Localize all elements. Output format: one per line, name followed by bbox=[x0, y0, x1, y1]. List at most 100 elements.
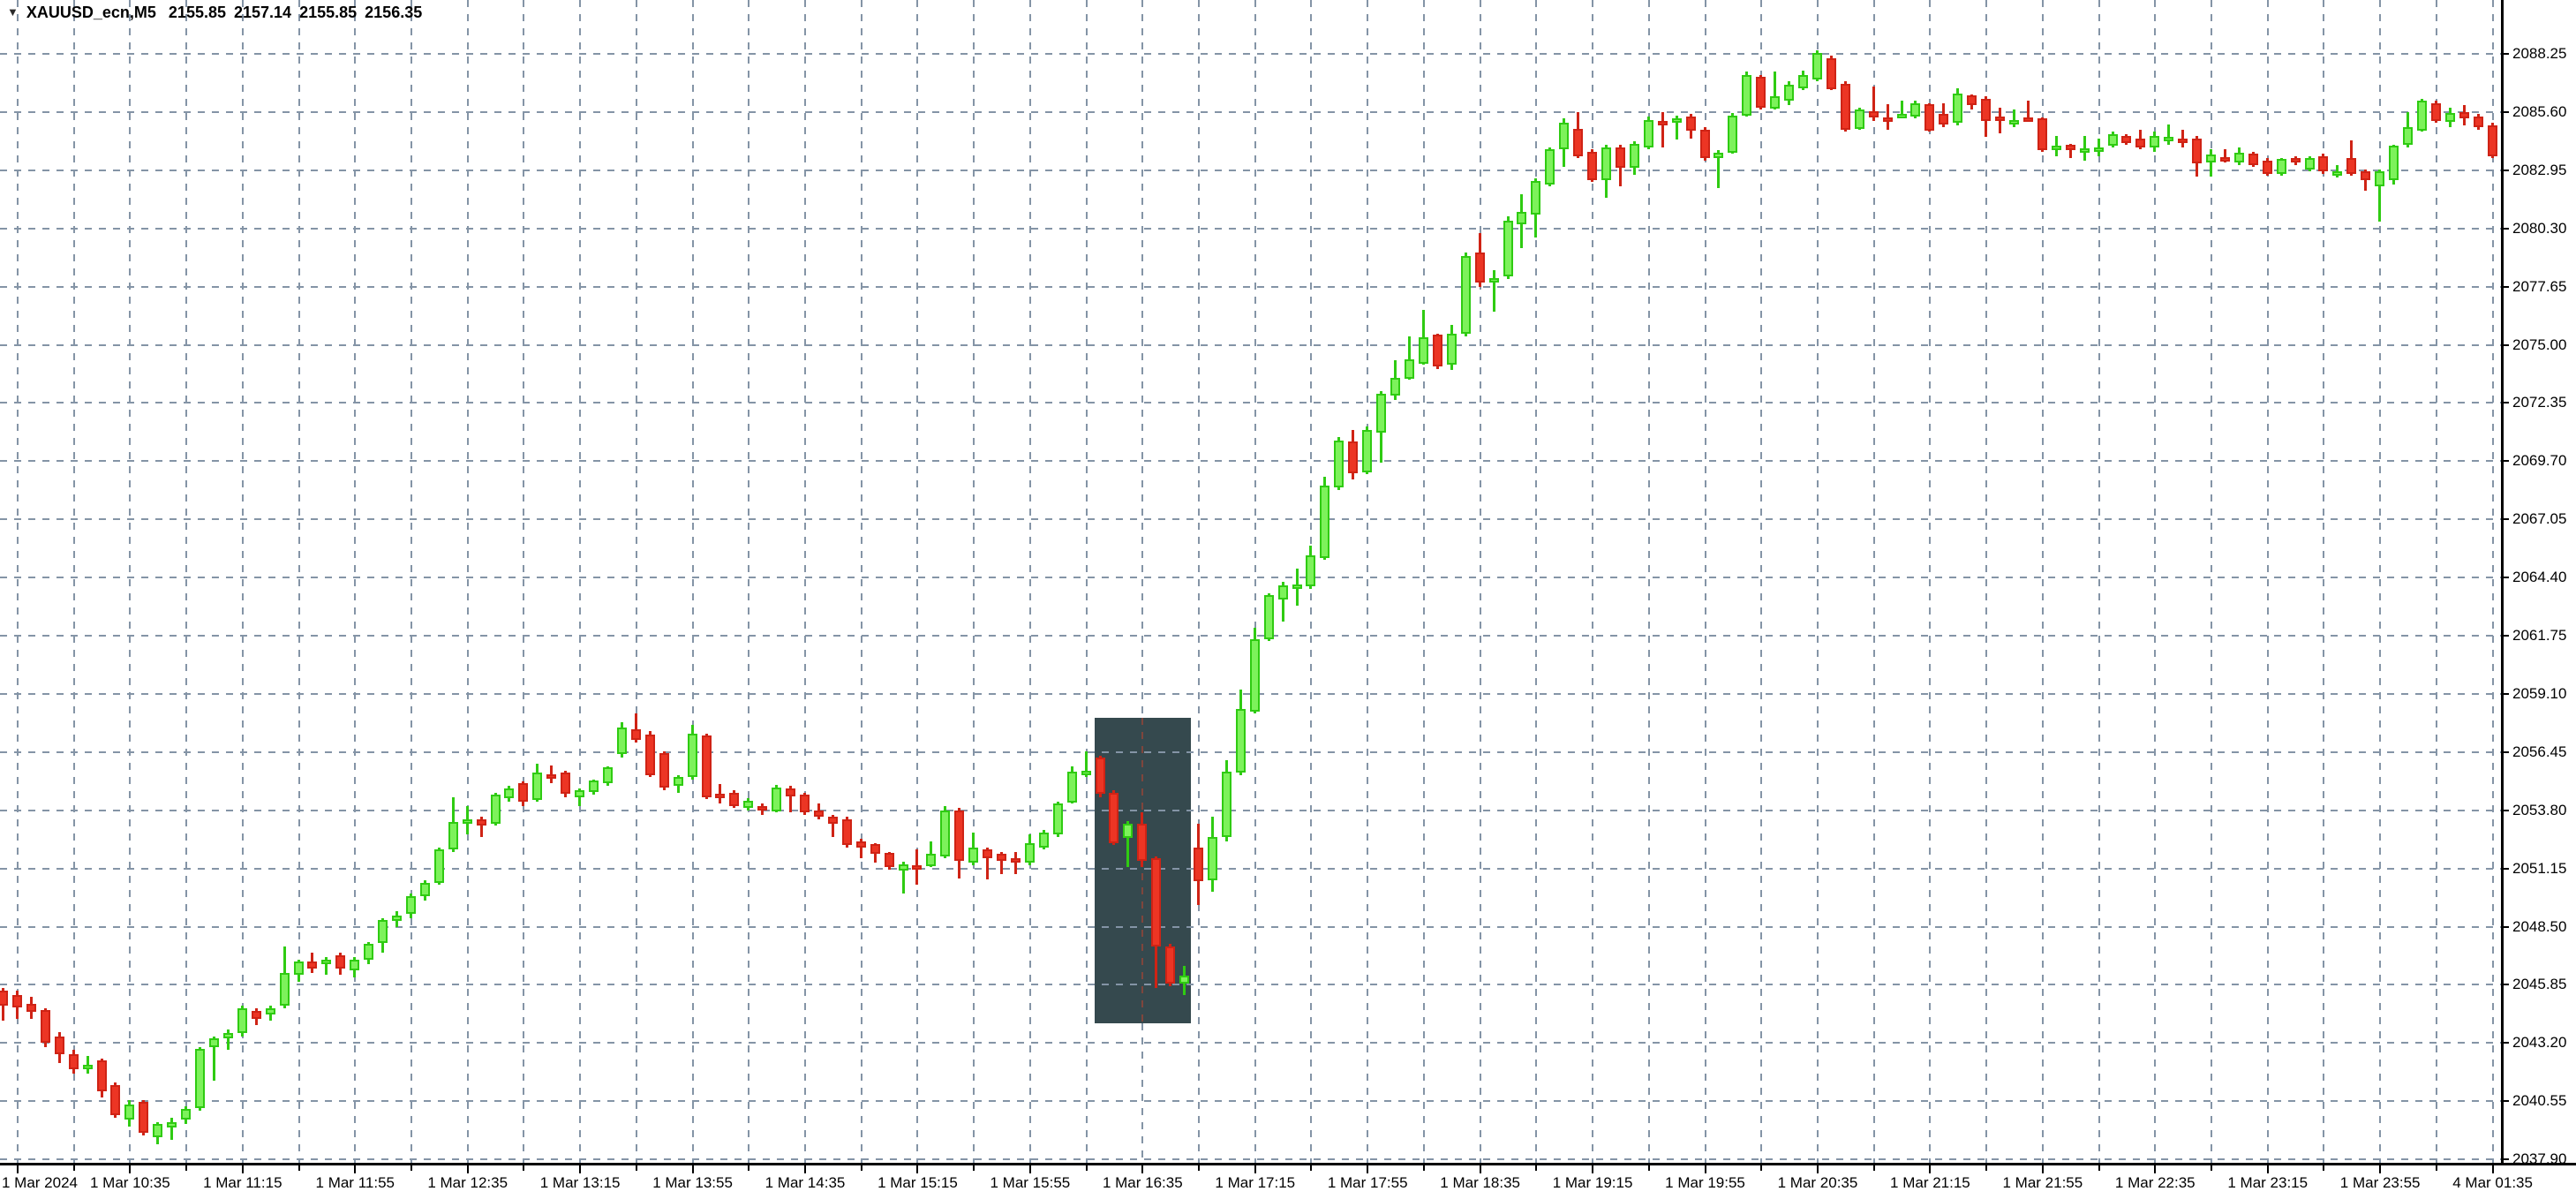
candle[interactable] bbox=[1671, 115, 1682, 140]
candle[interactable] bbox=[2192, 136, 2203, 177]
candle[interactable] bbox=[1882, 104, 1893, 130]
candle[interactable] bbox=[2248, 151, 2258, 168]
candle[interactable] bbox=[800, 792, 810, 815]
candle[interactable] bbox=[884, 851, 894, 870]
candle[interactable] bbox=[1924, 102, 1935, 132]
candle[interactable] bbox=[1474, 232, 1485, 287]
candle[interactable] bbox=[1910, 101, 1921, 119]
candle[interactable] bbox=[237, 1006, 247, 1037]
candle[interactable] bbox=[82, 1056, 93, 1075]
candle[interactable] bbox=[2219, 149, 2230, 163]
candle[interactable] bbox=[1629, 141, 1639, 175]
candle[interactable] bbox=[2206, 149, 2216, 177]
collapse-arrow-icon[interactable]: ▼ bbox=[7, 5, 19, 19]
candle[interactable] bbox=[1756, 74, 1766, 110]
candle[interactable] bbox=[68, 1049, 79, 1075]
candle[interactable] bbox=[307, 953, 318, 973]
candle[interactable] bbox=[1728, 113, 1738, 155]
candle[interactable] bbox=[293, 959, 304, 982]
candle[interactable] bbox=[1559, 118, 1570, 168]
candle[interactable] bbox=[898, 862, 908, 894]
candle[interactable] bbox=[1418, 309, 1428, 365]
candle[interactable] bbox=[1010, 851, 1021, 874]
candle[interactable] bbox=[1362, 426, 1373, 475]
candle[interactable] bbox=[26, 997, 36, 1019]
candle[interactable] bbox=[40, 1007, 50, 1048]
candle[interactable] bbox=[757, 803, 768, 815]
candle[interactable] bbox=[1685, 114, 1696, 139]
candle[interactable] bbox=[729, 790, 740, 809]
candle[interactable] bbox=[1109, 790, 1119, 846]
candle[interactable] bbox=[870, 843, 880, 863]
candle[interactable] bbox=[2318, 154, 2329, 174]
candle[interactable] bbox=[1081, 750, 1091, 778]
candle[interactable] bbox=[2107, 132, 2118, 147]
candle[interactable] bbox=[1896, 101, 1907, 119]
candle[interactable] bbox=[532, 764, 543, 802]
candle[interactable] bbox=[1179, 966, 1190, 995]
candle[interactable] bbox=[687, 724, 697, 780]
candle[interactable] bbox=[1811, 50, 1822, 82]
candle[interactable] bbox=[912, 849, 923, 886]
candle[interactable] bbox=[2051, 136, 2061, 156]
candle[interactable] bbox=[2150, 132, 2160, 152]
candle[interactable] bbox=[378, 917, 388, 954]
candle[interactable] bbox=[1503, 216, 1513, 279]
candle[interactable] bbox=[2459, 105, 2469, 125]
candle[interactable] bbox=[715, 783, 726, 804]
candle[interactable] bbox=[2037, 117, 2047, 152]
candle[interactable] bbox=[1798, 70, 1809, 91]
candle[interactable] bbox=[2375, 169, 2385, 222]
candle[interactable] bbox=[630, 713, 641, 743]
candle[interactable] bbox=[616, 722, 627, 758]
candle[interactable] bbox=[2403, 111, 2414, 147]
candle[interactable] bbox=[1460, 253, 1471, 336]
candle[interactable] bbox=[1165, 944, 1176, 986]
candle[interactable] bbox=[954, 808, 965, 879]
candle[interactable] bbox=[335, 953, 346, 976]
candle[interactable] bbox=[11, 990, 22, 1019]
candle[interactable] bbox=[208, 1036, 219, 1081]
candle[interactable] bbox=[1939, 102, 1949, 128]
candle[interactable] bbox=[926, 841, 937, 868]
candle[interactable] bbox=[968, 832, 979, 865]
candle[interactable] bbox=[1699, 127, 1710, 161]
candle[interactable] bbox=[2008, 109, 2019, 128]
candle[interactable] bbox=[1714, 150, 1724, 188]
candle[interactable] bbox=[813, 803, 824, 819]
candle[interactable] bbox=[1334, 436, 1344, 490]
candle[interactable] bbox=[1531, 177, 1541, 238]
candle[interactable] bbox=[1770, 71, 1781, 110]
candle[interactable] bbox=[1306, 546, 1316, 589]
candle[interactable] bbox=[1742, 71, 1752, 117]
candle[interactable] bbox=[1657, 111, 1668, 147]
candle[interactable] bbox=[251, 1007, 261, 1026]
candle[interactable] bbox=[1320, 476, 1330, 561]
candle[interactable] bbox=[2178, 129, 2188, 147]
candle[interactable] bbox=[602, 765, 613, 787]
candle[interactable] bbox=[1390, 359, 1401, 400]
candle[interactable] bbox=[743, 798, 754, 811]
candle[interactable] bbox=[222, 1029, 233, 1050]
candle[interactable] bbox=[659, 750, 669, 791]
candle[interactable] bbox=[419, 880, 430, 901]
candle[interactable] bbox=[124, 1099, 135, 1127]
candle[interactable] bbox=[1826, 56, 1836, 91]
candle[interactable] bbox=[364, 941, 374, 964]
candle[interactable] bbox=[2093, 138, 2104, 156]
candle[interactable] bbox=[855, 839, 866, 859]
candle[interactable] bbox=[2332, 164, 2343, 178]
candle[interactable] bbox=[265, 1006, 275, 1022]
candle[interactable] bbox=[54, 1031, 64, 1063]
candle[interactable] bbox=[2304, 155, 2315, 172]
candle[interactable] bbox=[1587, 149, 1598, 183]
candle[interactable] bbox=[1221, 759, 1232, 841]
candle[interactable] bbox=[2121, 133, 2132, 146]
candle[interactable] bbox=[1488, 269, 1499, 313]
candle[interactable] bbox=[1249, 628, 1260, 714]
candle[interactable] bbox=[1854, 107, 1864, 130]
candle[interactable] bbox=[1263, 592, 1274, 642]
candle[interactable] bbox=[1995, 107, 2006, 133]
candle[interactable] bbox=[139, 1099, 149, 1135]
candle[interactable] bbox=[96, 1058, 107, 1098]
